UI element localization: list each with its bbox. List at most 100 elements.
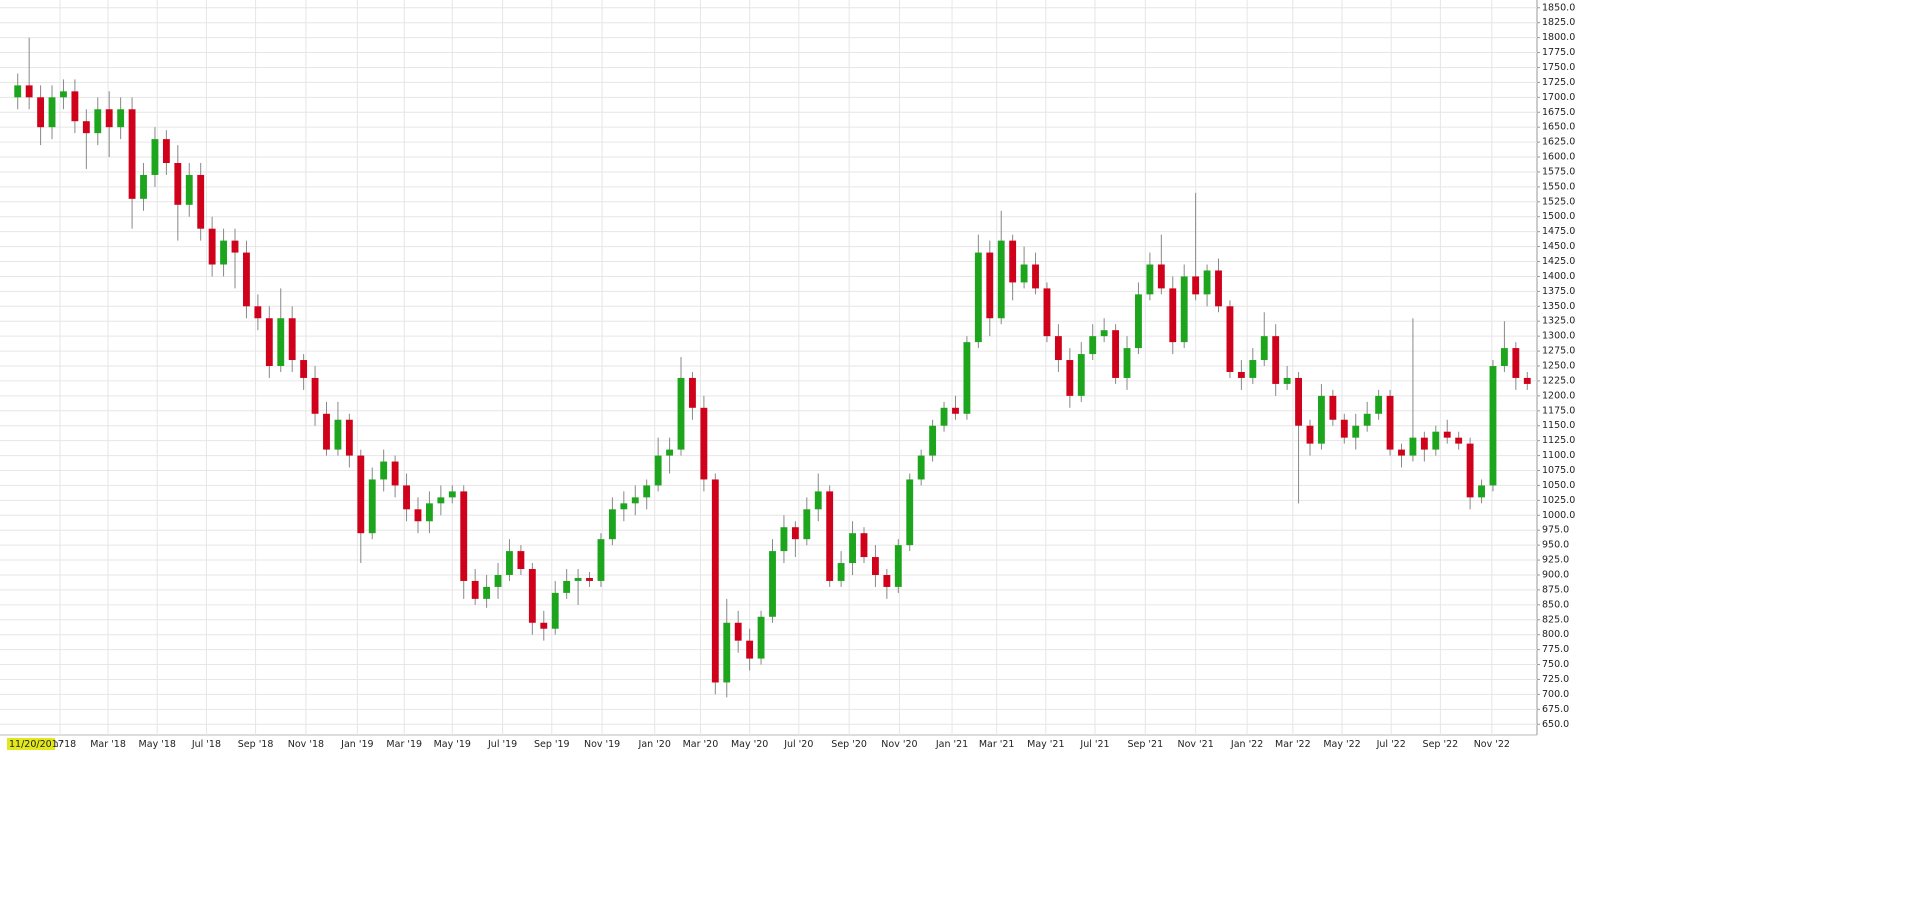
x-tick-label: Nov '22: [1474, 739, 1510, 750]
candle-body: [1009, 240, 1017, 283]
candle-body: [448, 491, 456, 498]
candle-body: [1123, 348, 1131, 378]
x-tick-label: Jan '20: [638, 739, 671, 750]
y-tick-label: 875.0: [1542, 584, 1569, 595]
candle-body: [82, 121, 90, 134]
candle-body: [1329, 395, 1337, 420]
candle-body: [300, 360, 308, 378]
candle-body: [25, 85, 33, 98]
candle-body: [631, 497, 639, 504]
y-tick-label: 1700.0: [1542, 92, 1575, 103]
candle-body: [403, 485, 410, 510]
x-tick-label: Jan '21: [935, 739, 968, 750]
candle-body: [1237, 371, 1245, 378]
candle-body: [185, 174, 193, 205]
candle-body: [128, 109, 136, 199]
y-tick-label: 1025.0: [1542, 495, 1575, 506]
candle-body: [345, 419, 353, 456]
y-tick-label: 1525.0: [1542, 196, 1575, 207]
y-tick-label: 975.0: [1542, 525, 1569, 536]
candle-body: [231, 240, 239, 253]
candle-body: [1455, 437, 1463, 444]
candle-body: [1112, 330, 1120, 378]
x-tick-label: May '18: [139, 739, 176, 750]
y-tick-label: 1725.0: [1542, 77, 1575, 88]
y-tick-label: 1600.0: [1542, 152, 1575, 163]
candle-body: [1043, 288, 1051, 337]
candle-body: [1398, 449, 1405, 456]
candle-body: [826, 491, 834, 581]
candle-body: [654, 455, 662, 486]
candle-body: [162, 139, 170, 164]
candle-body: [940, 407, 948, 426]
candle-body: [140, 174, 147, 199]
x-tick-label: Sep '19: [534, 739, 570, 750]
candle-body: [791, 527, 799, 540]
candle-body: [734, 622, 742, 641]
candle-body: [243, 252, 250, 307]
y-tick-label: 1750.0: [1542, 62, 1575, 73]
x-tick-label: Jul '21: [1079, 739, 1109, 750]
x-tick-label: Mar '21: [979, 739, 1015, 750]
candle-body: [254, 306, 262, 319]
candle-body: [323, 413, 330, 450]
candle-body: [1089, 336, 1097, 355]
start-date-label: 11/20/2017: [9, 739, 64, 750]
candle-body: [620, 503, 628, 510]
y-tick-label: 725.0: [1542, 674, 1569, 685]
y-tick-label: 1350.0: [1542, 301, 1575, 312]
candle-body: [563, 580, 571, 593]
candle-body: [506, 551, 513, 575]
candle-body: [586, 577, 593, 581]
y-tick-label: 925.0: [1542, 555, 1569, 566]
candle-body: [1272, 336, 1280, 384]
candle-body: [906, 479, 914, 546]
candle-body: [425, 503, 433, 522]
candle-body: [986, 252, 994, 319]
candle-body: [437, 497, 445, 504]
candle-body: [391, 461, 399, 486]
candle-body: [551, 592, 559, 629]
y-tick-label: 1150.0: [1542, 420, 1575, 431]
candle-body: [1077, 354, 1085, 396]
candle-body: [117, 109, 125, 128]
candle-body: [1466, 443, 1474, 498]
candle-body: [105, 109, 113, 128]
candle-body: [380, 461, 388, 480]
x-tick-label: Mar '20: [683, 739, 719, 750]
y-tick-label: 1125.0: [1542, 435, 1575, 446]
plot-area: [14, 37, 1531, 698]
candle-body: [208, 228, 216, 265]
candle-body: [963, 342, 971, 414]
candle-body: [1066, 360, 1074, 396]
candle-body: [1489, 366, 1497, 486]
candle-body: [540, 622, 548, 629]
x-tick-label: Jul '19: [487, 739, 517, 750]
candle-body: [929, 425, 937, 456]
candle-body: [1363, 413, 1371, 426]
candle-body: [597, 539, 605, 581]
candle-body: [1169, 288, 1177, 343]
candle-body: [1352, 425, 1360, 438]
candle-body: [723, 622, 731, 683]
candle-body: [1032, 264, 1039, 289]
y-tick-label: 1225.0: [1542, 375, 1575, 386]
y-tick-label: 1075.0: [1542, 465, 1575, 476]
x-tick-label: Nov '20: [881, 739, 917, 750]
x-tick-label: May '20: [731, 739, 768, 750]
candle-body: [1192, 276, 1200, 295]
y-tick-label: 675.0: [1542, 704, 1569, 715]
candle-body: [94, 109, 102, 134]
candle-body: [265, 318, 273, 367]
candle-body: [814, 491, 822, 510]
y-tick-label: 1175.0: [1542, 405, 1575, 416]
candle-body: [1203, 270, 1211, 295]
candle-body: [48, 97, 56, 128]
candle-body: [952, 407, 959, 414]
y-tick-label: 1475.0: [1542, 226, 1575, 237]
candle-body: [414, 509, 422, 522]
y-tick-label: 1450.0: [1542, 241, 1575, 252]
candle-body: [974, 252, 982, 343]
